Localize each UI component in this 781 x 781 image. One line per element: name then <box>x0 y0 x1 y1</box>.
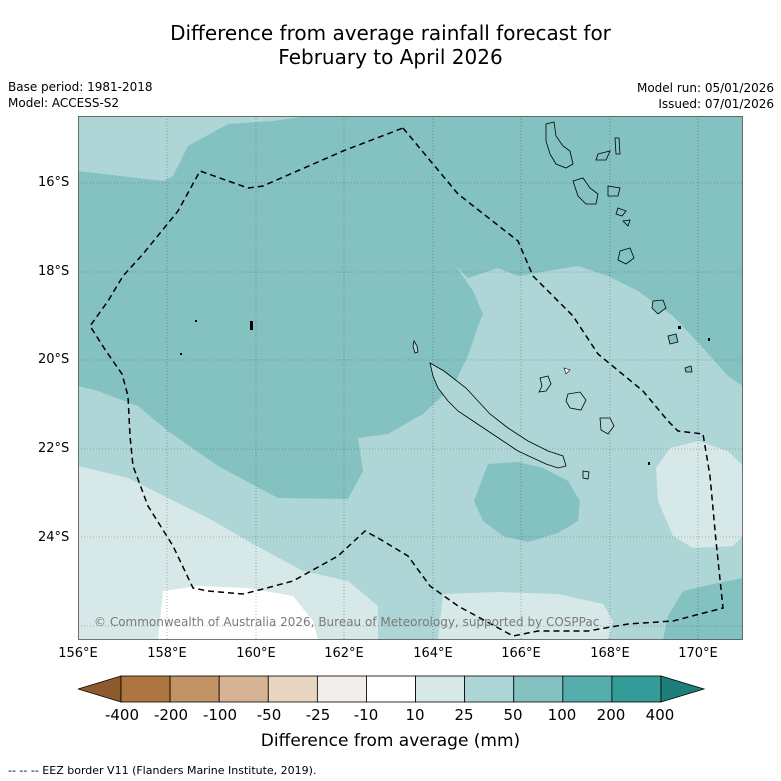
colorbar-bin-11 <box>611 675 662 703</box>
region-25-50-top <box>78 116 308 181</box>
region-minus10-10 <box>158 586 318 640</box>
colorbar-title: Difference from average (mm) <box>260 731 521 751</box>
efate-island <box>615 207 631 227</box>
colorbar-label-7: 10 <box>405 706 425 724</box>
lon-label-160e: 160°E <box>236 646 276 661</box>
region-10-25-south <box>78 466 378 640</box>
colorbar-bin-4 <box>267 675 318 703</box>
lon-label-164e: 164°E <box>413 646 453 661</box>
erromango-island <box>617 247 635 265</box>
chart-title-line2: February to April 2026 <box>278 45 503 69</box>
lon-label-170e: 170°E <box>678 646 718 661</box>
colorbar-label-5: -25 <box>305 706 331 724</box>
mare-island <box>599 417 615 435</box>
colorbar-bin-9 <box>513 675 564 703</box>
model-text: Model: ACCESS-S2 <box>8 96 120 110</box>
ambrym-island <box>607 185 621 197</box>
base-period-text: Base period: 1981-2018 <box>8 80 153 94</box>
colorbar-bin-6 <box>366 675 416 703</box>
colorbar-bin-8 <box>464 675 515 703</box>
malekula-island <box>572 177 599 205</box>
lat-label-18s: 18°S <box>38 264 70 279</box>
aneityum-island <box>667 333 679 345</box>
walpole-island <box>563 367 571 375</box>
espiritu-santo-island <box>545 121 574 169</box>
colorbar-bin-1 <box>120 675 171 703</box>
model-run-text: Model run: 05/01/2026 <box>636 81 774 95</box>
lifou-island <box>565 391 587 411</box>
ouvea-island <box>538 375 552 393</box>
tanna-island <box>651 299 667 315</box>
colorbar-bin-10 <box>562 675 613 703</box>
footer-note: -- -- -- EEZ border V11 (Flanders Marine… <box>8 764 317 777</box>
isle-of-pines <box>582 470 590 480</box>
eez-border <box>89 127 724 637</box>
issued-text: Issued: 07/01/2026 <box>658 97 774 111</box>
colorbar-label-10: 100 <box>547 706 577 724</box>
lat-label-22s: 22°S <box>38 441 70 456</box>
vanuatu-islands-north <box>595 137 621 161</box>
colorbar-label-6: -10 <box>353 706 379 724</box>
lon-label-168e: 168°E <box>590 646 630 661</box>
lon-label-162e: 162°E <box>324 646 364 661</box>
colorbar-below-min-triangle <box>78 675 122 703</box>
lon-label-158e: 158°E <box>147 646 187 661</box>
belep-islands <box>412 339 419 354</box>
colorbar-above-max-triangle <box>660 675 706 703</box>
colorbar-label-9: 50 <box>503 706 523 724</box>
colorbar-label-2: -200 <box>153 706 189 724</box>
rainfall-map: © Commonwealth of Australia 2026, Bureau… <box>78 116 743 640</box>
colorbar-label-8: 25 <box>454 706 474 724</box>
lon-label-166e: 166°E <box>501 646 541 661</box>
colorbar-label-4: -50 <box>256 706 282 724</box>
colorbar-label-1: -400 <box>104 706 140 724</box>
region-10-25-east <box>656 441 743 548</box>
colorbar-bin-3 <box>218 675 269 703</box>
colorbar-label-12: 400 <box>645 706 675 724</box>
new-caledonia-island <box>429 362 567 469</box>
colorbar-label-11: 200 <box>596 706 626 724</box>
region-10-25-bottom <box>438 592 613 640</box>
region-50-100-patch <box>474 462 580 542</box>
matthew-island <box>684 365 693 373</box>
copyright-text: © Commonwealth of Australia 2026, Bureau… <box>94 615 599 629</box>
colorbar-bin-5 <box>316 675 367 703</box>
lat-label-24s: 24°S <box>38 530 70 545</box>
lat-label-16s: 16°S <box>38 175 70 190</box>
map-gridlines <box>78 116 743 640</box>
chart-title-line1: Difference from average rainfall forecas… <box>170 21 611 45</box>
colorbar-bin-2 <box>169 675 220 703</box>
colorbar <box>78 675 706 703</box>
lat-label-20s: 20°S <box>38 352 70 367</box>
colorbar-bin-7 <box>415 675 466 703</box>
colorbar-label-3: -100 <box>202 706 238 724</box>
region-50-100-southeast <box>663 578 743 640</box>
lon-label-156e: 156°E <box>58 646 98 661</box>
